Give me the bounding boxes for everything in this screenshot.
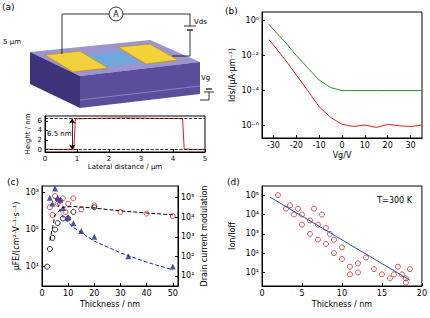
svg-text:Lateral distance / μm: Lateral distance / μm xyxy=(88,163,163,171)
svg-text:(b): (b) xyxy=(225,6,238,16)
svg-text:40: 40 xyxy=(142,289,152,298)
svg-text:10¹: 10¹ xyxy=(181,271,194,280)
svg-text:10³: 10³ xyxy=(26,188,39,197)
svg-text:6.5 nm: 6.5 nm xyxy=(47,130,72,138)
svg-text:10²: 10² xyxy=(181,252,194,261)
svg-text:0: 0 xyxy=(259,289,264,298)
svg-text:30: 30 xyxy=(405,141,415,150)
svg-text:μFE/(cm²·V⁻¹·s⁻¹): μFE/(cm²·V⁻¹·s⁻¹) xyxy=(12,202,21,271)
svg-text:10⁵: 10⁵ xyxy=(181,193,194,202)
svg-text:10²: 10² xyxy=(246,249,259,258)
svg-text:20: 20 xyxy=(383,141,393,150)
svg-text:10²: 10² xyxy=(26,225,39,234)
svg-text:10⁰: 10⁰ xyxy=(246,16,259,25)
svg-text:Vg/V: Vg/V xyxy=(333,151,352,160)
svg-text:A: A xyxy=(113,10,119,19)
svg-text:30: 30 xyxy=(115,289,125,298)
svg-text:Ion/Ioff: Ion/Ioff xyxy=(228,222,237,250)
svg-text:0: 0 xyxy=(43,155,47,163)
svg-text:-30: -30 xyxy=(267,141,280,150)
svg-text:6: 6 xyxy=(38,117,43,125)
svg-text:-10: -10 xyxy=(313,141,326,150)
svg-text:(c): (c) xyxy=(7,177,19,187)
svg-text:5 μm: 5 μm xyxy=(3,38,21,46)
svg-text:T=300 K: T=300 K xyxy=(376,196,412,205)
svg-text:Thickness / nm: Thickness / nm xyxy=(79,300,140,309)
svg-text:10¹: 10¹ xyxy=(26,262,39,271)
svg-text:4: 4 xyxy=(171,155,176,163)
svg-text:2: 2 xyxy=(38,136,42,144)
svg-text:10⁵: 10⁵ xyxy=(246,191,259,200)
svg-text:10: 10 xyxy=(63,289,73,298)
svg-text:10³: 10³ xyxy=(181,232,194,241)
svg-text:Vg: Vg xyxy=(201,74,210,82)
svg-text:Ids/(μA·μm⁻¹): Ids/(μA·μm⁻¹) xyxy=(228,48,237,102)
svg-text:10: 10 xyxy=(337,289,347,298)
svg-text:10⁻⁴: 10⁻⁴ xyxy=(241,86,259,95)
svg-text:Height / nm: Height / nm xyxy=(24,113,32,154)
svg-text:10⁻²: 10⁻² xyxy=(241,51,259,60)
svg-text:5: 5 xyxy=(299,289,304,298)
svg-text:20: 20 xyxy=(89,289,99,298)
svg-text:20: 20 xyxy=(417,289,427,298)
svg-text:4: 4 xyxy=(38,126,43,134)
svg-text:Vds: Vds xyxy=(194,18,207,26)
svg-text:10³: 10³ xyxy=(246,229,259,238)
svg-text:10⁴: 10⁴ xyxy=(246,210,259,219)
svg-text:(a): (a) xyxy=(2,2,15,12)
svg-text:15: 15 xyxy=(377,289,387,298)
svg-text:2: 2 xyxy=(107,155,111,163)
svg-text:5: 5 xyxy=(203,155,207,163)
svg-text:-20: -20 xyxy=(290,141,303,150)
svg-text:10⁴: 10⁴ xyxy=(181,213,194,222)
svg-text:50: 50 xyxy=(168,289,178,298)
svg-text:(d): (d) xyxy=(227,177,240,187)
svg-text:0: 0 xyxy=(38,146,42,154)
svg-text:10⁻⁶: 10⁻⁶ xyxy=(241,121,259,130)
svg-text:0: 0 xyxy=(339,141,344,150)
svg-text:1: 1 xyxy=(75,155,79,163)
svg-text:Drain current modulation: Drain current modulation xyxy=(200,186,209,287)
svg-text:Thickness / nm: Thickness / nm xyxy=(311,300,372,309)
svg-text:3: 3 xyxy=(139,155,143,163)
svg-text:10: 10 xyxy=(360,141,370,150)
svg-text:10¹: 10¹ xyxy=(246,268,259,277)
svg-text:0: 0 xyxy=(39,289,44,298)
